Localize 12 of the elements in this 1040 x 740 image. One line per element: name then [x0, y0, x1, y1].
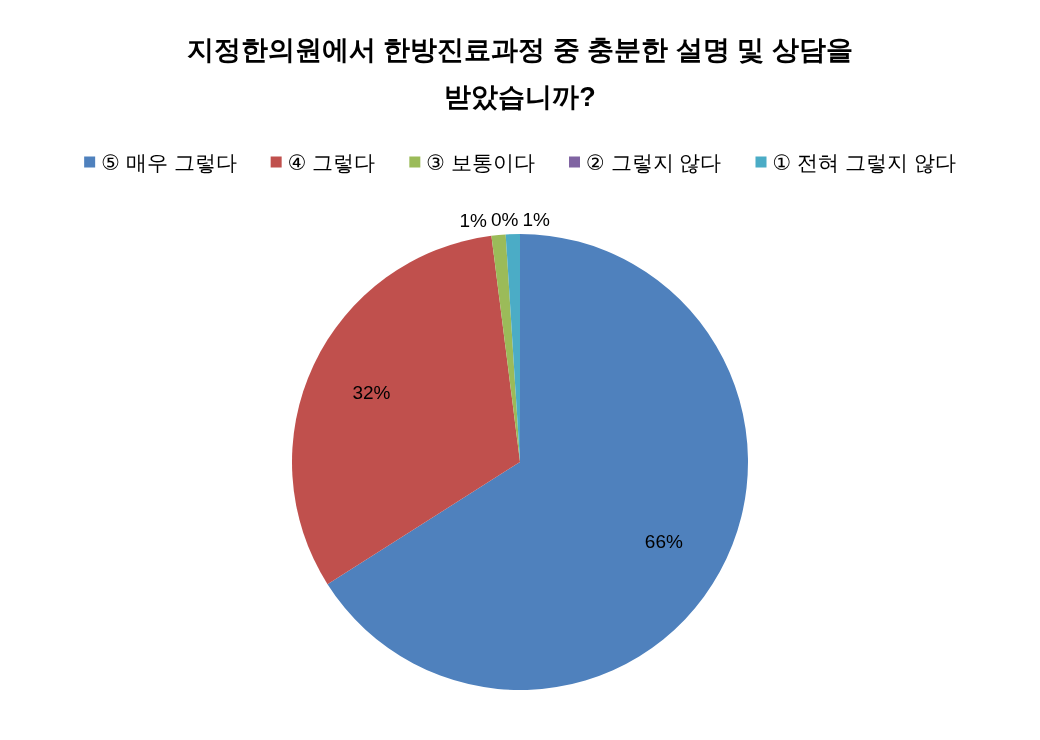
legend-item: ① 전혀 그렇지 않다	[755, 150, 956, 174]
legend-item: ③ 보통이다	[409, 150, 535, 174]
title: 지정한의원에서 한방진료과정 중 충분한 설명 및 상담을 받았습니까?	[187, 35, 853, 112]
legend-label: ④ 그렇다	[287, 150, 376, 174]
legend-item: ⑤ 매우 그렇다	[84, 150, 237, 174]
legend-item: ④ 그렇다	[270, 150, 376, 174]
data-label: 66%	[644, 530, 683, 552]
data-label: 1%	[459, 209, 487, 231]
data-label: 1%	[522, 208, 550, 230]
data-label: 32%	[352, 381, 391, 403]
legend-item: ② 그렇지 않다	[569, 150, 722, 174]
data-label: 0%	[491, 209, 519, 230]
